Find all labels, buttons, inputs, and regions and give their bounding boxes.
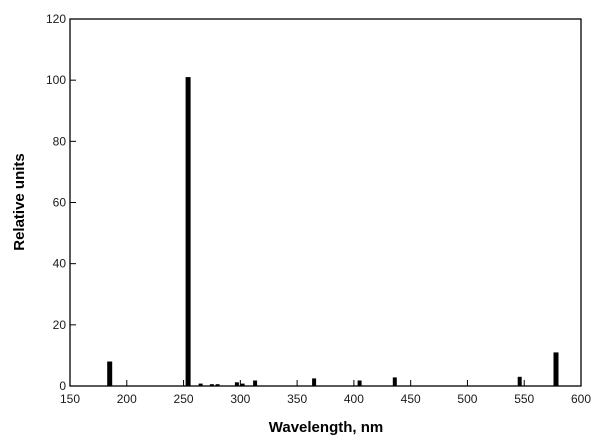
y-tick-label: 120 [46, 12, 66, 26]
x-tick-label: 400 [344, 392, 364, 406]
x-axis: 150 200 250 300 350 400 450 500 550 600 [60, 380, 591, 406]
y-tick-label: 100 [46, 73, 66, 87]
y-tick-label: 80 [53, 134, 67, 148]
bar-265nm [198, 383, 203, 386]
y-tick-label: 20 [53, 318, 67, 332]
bar-275nm [209, 384, 214, 386]
bar-280nm [215, 384, 220, 386]
bar-405nm [357, 380, 362, 386]
x-tick-label: 250 [174, 392, 194, 406]
bars-group [107, 77, 559, 386]
bar-297nm [234, 382, 239, 386]
plot-frame [69, 18, 582, 387]
y-axis: 0 20 40 60 80 100 120 [46, 12, 76, 393]
bar-436nm [392, 377, 397, 386]
bar-313nm [253, 380, 258, 386]
x-tick-label: 350 [287, 392, 307, 406]
x-tick-label: 600 [571, 392, 591, 406]
x-tick-label: 550 [514, 392, 534, 406]
bar-185nm [107, 361, 113, 386]
x-tick-label: 150 [60, 392, 80, 406]
y-tick-label: 60 [53, 196, 67, 210]
x-tick-label: 200 [117, 392, 137, 406]
x-tick-label: 500 [457, 392, 477, 406]
y-tick-label: 0 [59, 379, 66, 393]
x-tick-label: 450 [401, 392, 421, 406]
bar-302nm [240, 383, 245, 386]
bar-254nm [185, 77, 191, 386]
bar-546nm [517, 376, 522, 386]
bar-365nm [312, 378, 317, 386]
x-axis-title: Wavelength, nm [269, 419, 383, 436]
x-tick-label: 300 [230, 392, 250, 406]
y-tick-label: 40 [53, 257, 67, 271]
y-axis-title: Relative units [11, 153, 28, 251]
bar-578nm [553, 352, 559, 386]
